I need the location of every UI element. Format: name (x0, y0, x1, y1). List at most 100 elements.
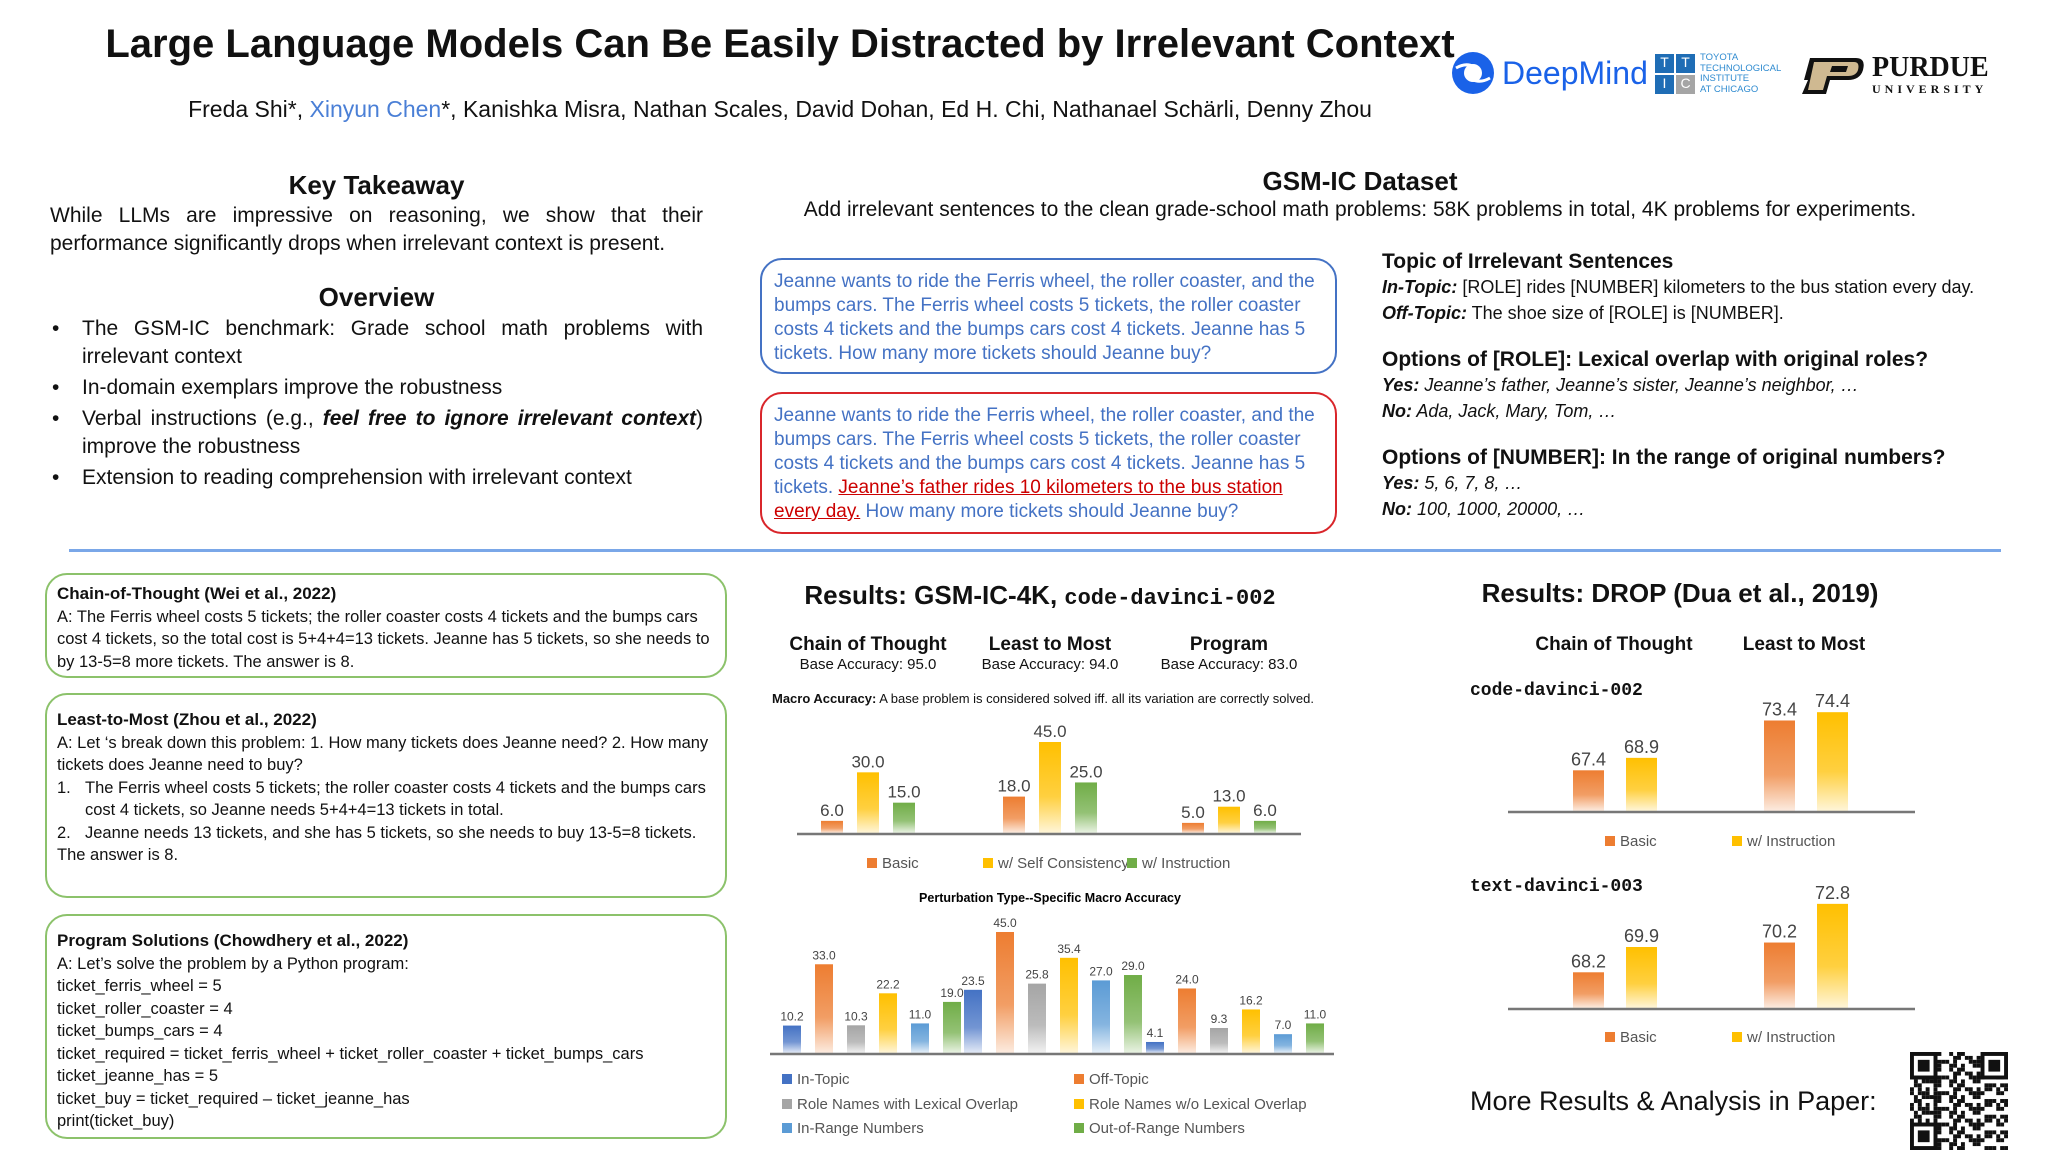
label: No: (1382, 401, 1412, 421)
model-label: code-davinci-002 (1470, 681, 1643, 701)
number-no-line: No: 100, 1000, 20000, … (1382, 496, 2022, 522)
bar-in-topic (783, 1025, 801, 1053)
bar-w-instruction (893, 802, 915, 833)
dataset-subtitle: Add irrelevant sentences to the clean gr… (803, 198, 1917, 221)
method-l2m: Least to Most Base Accuracy: 94.0 (960, 634, 1140, 673)
in-topic-line: In-Topic: [ROLE] rides [NUMBER] kilomete… (1382, 274, 2022, 300)
legend-label: w/ Self Consistency (997, 855, 1129, 872)
overview-text: ) improve the robustness (82, 407, 703, 458)
overview-item: In-domain exemplars improve the robustne… (50, 374, 703, 402)
ttic-logo: T T I C TOYOTA TECHNOLOGICAL INSTITUTE A… (1655, 52, 1781, 95)
bar-basic (1182, 822, 1204, 833)
data-label: 23.5 (961, 974, 985, 988)
legend-swatch (1732, 1032, 1742, 1042)
bar-off-topic (996, 932, 1014, 1053)
bar-w-self-consistency (857, 772, 879, 833)
bar-off-topic (1178, 988, 1196, 1053)
modified-problem-box: Jeanne wants to ride the Ferris wheel, t… (760, 392, 1337, 534)
author-text: Freda Shi*, (188, 96, 310, 122)
base-accuracy: Base Accuracy: 95.0 (799, 656, 937, 673)
model-name: code-davinci-002 (1064, 586, 1276, 611)
data-label: 30.0 (851, 752, 884, 771)
topic-heading: Topic of Irrelevant Sentences (1382, 250, 1674, 273)
data-label: 19.0 (940, 986, 964, 1000)
legend-swatch (782, 1099, 792, 1109)
legend-label: Out-of-Range Numbers (1089, 1120, 1245, 1137)
text: Ada, Jack, Mary, Tom, … (1412, 401, 1617, 421)
legend-label: Basic (1620, 1029, 1657, 1046)
overview-emphasis: feel free to ignore irrelevant context (322, 407, 696, 430)
data-label: 29.0 (1121, 959, 1145, 973)
clean-problem-box: Jeanne wants to ride the Ferris wheel, t… (760, 258, 1337, 374)
data-label: 10.2 (780, 1010, 804, 1024)
drop-results-heading: Results: DROP (Dua et al., 2019) (1481, 578, 1879, 608)
code-line: ticket_bumps_cars = 4 (57, 1022, 223, 1040)
data-label: 9.3 (1211, 1012, 1228, 1026)
legend-swatch (983, 858, 993, 868)
data-label: 13.0 (1212, 787, 1245, 806)
off-topic-line: Off-Topic: The shoe size of [ROLE] is [N… (1382, 300, 2022, 326)
poster-title: Large Language Models Can Be Easily Dist… (105, 22, 1455, 66)
method-name: Least to Most (988, 634, 1112, 655)
heading-text: Results: GSM-IC-4K, (804, 580, 1065, 610)
legend-label: Role Names with Lexical Overlap (797, 1096, 1018, 1113)
chart-title: Perturbation Type--Specific Macro Accura… (919, 891, 1181, 905)
code-line: ticket_buy = ticket_required – ticket_je… (57, 1089, 410, 1108)
bar-w-instruction (1817, 712, 1848, 811)
bar-out-of-range-numbers (1124, 975, 1142, 1053)
number-heading: Options of [NUMBER]: In the range of ori… (1382, 446, 1946, 469)
purdue-subtext: UNIVERSITY (1872, 82, 1988, 96)
bar-basic (1764, 720, 1795, 811)
drop-method-cot: Chain of Thought (1535, 634, 1693, 655)
data-label: 69.9 (1624, 926, 1659, 946)
ttic-letter: C (1676, 75, 1695, 94)
method-cot: Chain of Thought Base Accuracy: 95.0 (778, 634, 958, 673)
bar-in-range-numbers (1274, 1034, 1292, 1053)
code-line: A: Let’s solve the problem by a Python p… (57, 954, 409, 973)
code-line: ticket_roller_coaster = 4 (57, 999, 233, 1018)
cot-prompt-box: Chain-of-Thought (Wei et al., 2022) A: T… (45, 573, 727, 678)
legend-label: w/ Instruction (1746, 833, 1835, 850)
step-number: 2. (57, 823, 71, 842)
irrelevant-sentence: Jeanne’s father rides 10 kilometers to t… (774, 477, 1283, 522)
qr-code-icon[interactable] (1910, 1052, 2008, 1150)
data-label: 5.0 (1181, 803, 1205, 822)
bar-w-self-consistency (1218, 806, 1240, 833)
takeaway-heading: Key Takeaway (288, 170, 465, 200)
purdue-wordmark: PURDUE (1872, 52, 1989, 83)
ttic-letter: T (1655, 54, 1674, 73)
bar-w-instruction (1626, 757, 1657, 811)
legend-swatch (1605, 836, 1615, 846)
data-label: 11.0 (1304, 1007, 1327, 1021)
data-label: 74.4 (1815, 691, 1850, 711)
ttic-text: AT CHICAGO (1700, 83, 1759, 95)
method-program: Program Base Accuracy: 83.0 (1139, 634, 1319, 673)
overview-list: The GSM-IC benchmark: Grade school math … (50, 315, 703, 492)
legend-swatch (1732, 836, 1742, 846)
legend-label: Off-Topic (1089, 1071, 1149, 1088)
prompt-title: Chain-of-Thought (Wei et al., 2022) (57, 584, 337, 603)
code-line: ticket_jeanne_has = 5 (57, 1067, 218, 1085)
ttic-text: TOYOTA (1700, 52, 1739, 63)
data-label: 72.8 (1815, 886, 1850, 903)
data-label: 10.3 (844, 1009, 868, 1023)
legend-label: In-Topic (797, 1071, 850, 1088)
legend-swatch (1605, 1032, 1615, 1042)
data-label: 6.0 (820, 801, 844, 820)
data-label: 25.0 (1069, 762, 1102, 781)
code-line: ticket_required = ticket_ferris_wheel + … (57, 1044, 644, 1063)
legend-swatch (782, 1074, 792, 1084)
data-label: 70.2 (1762, 922, 1797, 942)
data-label: 15.0 (887, 783, 920, 802)
macro-accuracy-chart: 6.0 30.015.0 18.0 45.0 25.0 5.0 13.0 6.0 Basic w/… (797, 722, 1301, 872)
perturbation-chart: Perturbation Type--Specific Macro Accura… (770, 891, 1334, 1137)
data-label: 67.4 (1571, 749, 1606, 769)
author-list: Freda Shi*, Xinyun Chen*, Kanishka Misra… (100, 96, 1460, 123)
bar-w-instruction (1626, 947, 1657, 1008)
legend-swatch (1074, 1123, 1084, 1133)
bar-role-names-with-lexical-overlap (1028, 983, 1046, 1053)
data-label: 18.0 (997, 777, 1030, 796)
bar-role-names-w-o-lexical-overlap (879, 993, 897, 1053)
data-label: 6.0 (1253, 801, 1277, 820)
bar-out-of-range-numbers (1306, 1023, 1324, 1053)
